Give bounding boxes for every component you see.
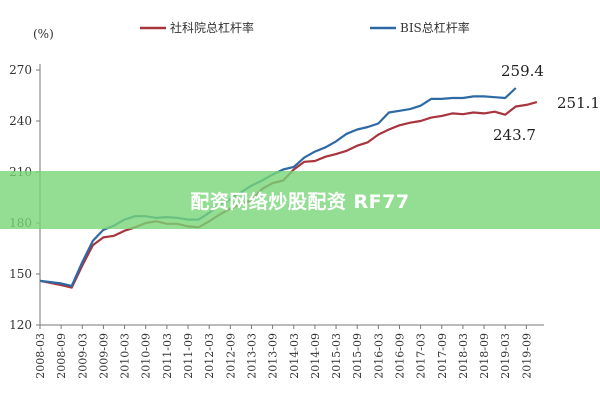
x-tick-label: 2008-09	[55, 333, 68, 379]
x-tick-label: 2013-03	[245, 333, 258, 379]
x-tick-label: 2011-03	[161, 333, 174, 379]
data-label-2: 243.7	[493, 126, 536, 144]
x-tick-label: 2012-03	[203, 333, 216, 379]
x-tick-label: 2010-03	[119, 333, 132, 379]
data-label-0: 259.4	[501, 62, 544, 80]
y-tick-label: 240	[9, 114, 32, 128]
y-tick-label: 270	[9, 63, 32, 77]
x-tick-label: 2016-03	[372, 333, 385, 379]
legend-label-0: 社科院总杠杆率	[170, 20, 254, 35]
x-tick-label: 2018-09	[478, 333, 491, 379]
x-tick-label: 2019-09	[520, 333, 533, 379]
legend-label-1: BIS总杠杆率	[400, 20, 470, 35]
y-axis-label: (%)	[33, 27, 54, 41]
x-tick-label: 2010-09	[140, 333, 153, 379]
data-label-1: 251.1	[557, 94, 600, 112]
x-tick-label: 2009-03	[76, 333, 89, 379]
x-tick-label: 2019-03	[499, 333, 512, 379]
x-tick-label: 2015-09	[351, 333, 364, 379]
x-tick-label: 2016-09	[393, 333, 406, 379]
x-tick-label: 2017-03	[415, 333, 428, 379]
x-tick-label: 2015-03	[330, 333, 343, 379]
watermark-banner: 配资网络炒股配资 RF77	[0, 171, 600, 229]
x-tick-label: 2017-09	[436, 333, 449, 379]
x-tick-label: 2018-03	[457, 333, 470, 379]
watermark-text: 配资网络炒股配资 RF77	[190, 190, 410, 213]
y-tick-label: 120	[9, 318, 32, 332]
x-tick-label: 2009-09	[97, 333, 110, 379]
x-tick-label: 2013-09	[267, 333, 280, 379]
x-tick-label: 2012-09	[224, 333, 237, 379]
y-tick-label: 150	[9, 267, 32, 281]
x-tick-label: 2011-09	[182, 333, 195, 379]
x-tick-label: 2014-09	[309, 333, 322, 379]
x-tick-label: 2008-03	[34, 333, 47, 379]
x-tick-label: 2014-03	[288, 333, 301, 379]
